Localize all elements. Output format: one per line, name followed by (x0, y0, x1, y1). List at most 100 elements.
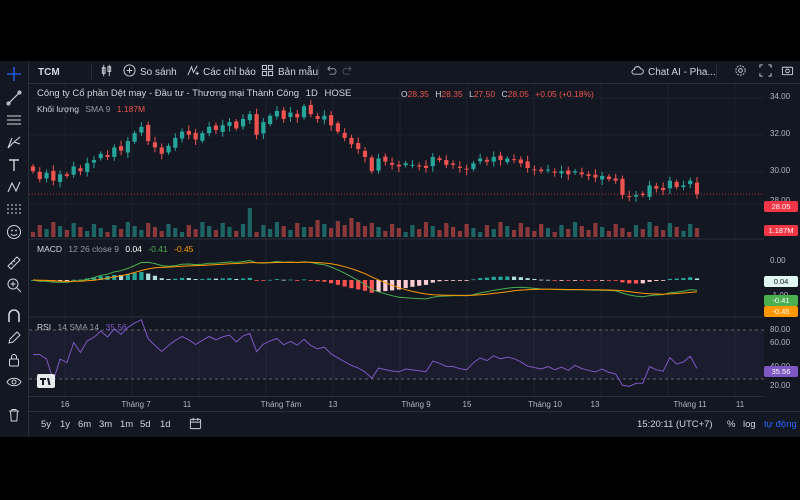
volume-bar (586, 230, 591, 237)
templates-button[interactable]: Bản mẫu (261, 64, 318, 80)
fullscreen-button[interactable] (759, 64, 772, 80)
chart-type-button[interactable] (100, 64, 113, 80)
candle (213, 125, 219, 130)
chart-area[interactable]: Công ty Cổ phần Dệt may - Đầu tư - Thươn… (29, 84, 764, 396)
macd-histogram-bar (586, 280, 591, 281)
macd-params: 12 26 close 9 (68, 244, 119, 254)
pattern-icon[interactable] (5, 178, 23, 196)
candle (139, 126, 144, 133)
volume-bar (356, 222, 361, 237)
range-1d-button[interactable]: 1d (160, 419, 171, 430)
macd-histogram-bar (91, 277, 97, 280)
lock-icon[interactable] (5, 351, 23, 369)
log-toggle[interactable]: log (743, 419, 756, 430)
chat-ai-button[interactable]: Chat AI - Pha... (631, 64, 716, 80)
time-tick: Tháng 7 (121, 400, 151, 409)
redo-button[interactable] (342, 64, 355, 80)
compare-label: So sánh (140, 66, 177, 78)
macd-histogram-bar (356, 280, 361, 290)
percent-toggle[interactable]: % (727, 419, 736, 430)
pencil-lock-icon[interactable] (5, 329, 23, 347)
macd-histogram-bar (301, 279, 307, 281)
price-axis[interactable]: 34.00 32.00 30.00 28.00 28.05 1.187M 0.0… (764, 84, 800, 396)
macd-histogram-bar (247, 277, 252, 280)
candle (71, 166, 76, 175)
time-axis[interactable]: 16 Tháng 7 11 Tháng Tám 13 Tháng 9 15 Th… (29, 396, 764, 411)
candle (335, 123, 340, 132)
indicators-label: Các chỉ báo (203, 66, 256, 78)
goto-date-button[interactable] (189, 417, 202, 433)
trend-line-icon[interactable] (5, 89, 23, 107)
volume-bar (125, 222, 130, 237)
settings-button[interactable] (734, 64, 747, 80)
macd-histogram-bar (78, 279, 83, 281)
price-tick: 32.00 (770, 129, 791, 138)
crosshair-icon[interactable] (5, 65, 23, 83)
macd-signal-line (32, 261, 698, 296)
measure-icon[interactable] (5, 200, 23, 218)
macd-histogram-bar (193, 279, 198, 280)
pitchfork-icon[interactable] (5, 133, 23, 151)
company-name: Công ty Cổ phần Dệt may - Đầu tư - Thươn… (37, 88, 300, 99)
volume-bar (58, 226, 63, 237)
rsi-band (29, 330, 764, 379)
macd-histogram-bar (166, 279, 171, 280)
symbol-search[interactable]: TCM (38, 66, 60, 78)
auto-scale-toggle[interactable]: tự động (764, 419, 797, 430)
range-5d-button[interactable]: 5d (140, 419, 151, 430)
macd-histogram-bar (139, 271, 144, 280)
time-tick: 13 (328, 400, 338, 409)
range-1m-button[interactable]: 1m (120, 419, 134, 430)
range-3m-button[interactable]: 3m (99, 419, 113, 430)
volume-bars (30, 208, 700, 237)
volume-bar (179, 232, 185, 237)
macd-signal-tag: -0.45 (764, 306, 798, 317)
screenshot-button[interactable] (781, 64, 794, 80)
macd-histogram-bar (444, 280, 449, 281)
volume-bar (234, 231, 239, 237)
macd-histogram-bar (450, 280, 456, 281)
rsi-tick: 60.00 (770, 338, 791, 347)
compare-button[interactable]: So sánh (123, 64, 177, 80)
volume-bar (694, 228, 700, 237)
range-5y-button[interactable]: 5y (41, 419, 52, 430)
macd-histogram-bar (288, 279, 293, 281)
volume-bar (532, 231, 537, 237)
volume-bar (396, 228, 401, 237)
candle (152, 142, 158, 148)
candle (633, 194, 639, 197)
text-icon[interactable] (5, 156, 23, 174)
range-6m-button[interactable]: 6m (78, 419, 92, 430)
indicators-button[interactable]: Các chỉ báo (186, 64, 256, 80)
volume-bar (505, 226, 510, 237)
zoom-in-icon[interactable] (5, 276, 23, 294)
volume-bar (118, 229, 124, 237)
undo-button[interactable] (324, 64, 337, 80)
candle (505, 158, 510, 162)
volume-bar (430, 226, 435, 237)
macd-histogram-bar (71, 279, 76, 281)
trash-icon[interactable] (5, 406, 23, 424)
volume-bar (301, 227, 307, 237)
magnet-icon[interactable] (5, 307, 23, 325)
volume-bar (674, 227, 679, 237)
horizontal-lines-icon[interactable] (5, 111, 23, 129)
cloud-icon (631, 64, 644, 80)
emoji-icon[interactable] (5, 223, 23, 241)
candle (390, 162, 395, 165)
eye-icon[interactable] (5, 373, 23, 391)
macd-histogram-bar (572, 280, 578, 281)
range-1y-button[interactable]: 1y (60, 419, 71, 430)
candle (478, 158, 483, 162)
ruler-icon[interactable] (5, 254, 23, 272)
volume-bar (640, 229, 645, 237)
drawing-toolbar (0, 61, 29, 437)
volume-sma-label: SMA 9 (85, 104, 111, 114)
volume-legend: Khối lượng SMA 9 1.187M (37, 104, 149, 114)
macd-histogram-bar (268, 279, 273, 281)
candle (559, 171, 564, 174)
candle (322, 115, 327, 120)
macd-histogram-bar (417, 280, 422, 286)
candle (98, 153, 103, 159)
volume-bar (390, 224, 395, 237)
